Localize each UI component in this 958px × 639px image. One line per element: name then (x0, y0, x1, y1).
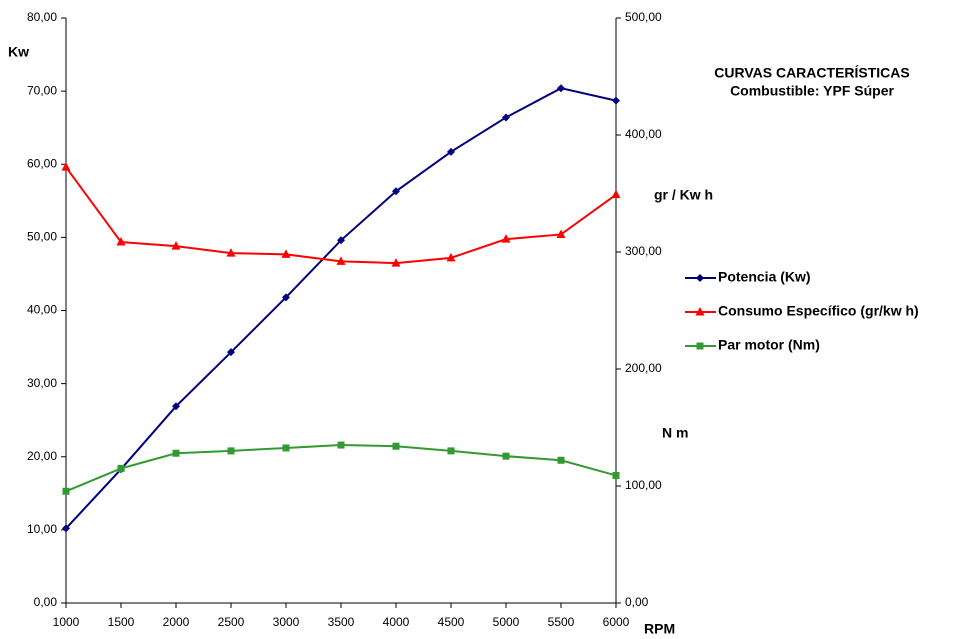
marker (556, 229, 566, 238)
marker (172, 402, 180, 411)
marker (612, 471, 620, 479)
x-tick-label: 5500 (548, 615, 575, 629)
x-tick-label: 1500 (108, 615, 135, 629)
marker (227, 447, 235, 455)
legend-label: Par motor (Nm) (718, 337, 820, 353)
y2-tick-label: 300,00 (625, 244, 662, 258)
marker (282, 293, 290, 302)
marker (117, 464, 125, 472)
marker (62, 487, 70, 495)
marker (612, 96, 620, 105)
x-tick-label: 3500 (328, 615, 355, 629)
marker (62, 524, 70, 533)
y-tick-label: 70,00 (27, 83, 57, 97)
marker (337, 236, 345, 245)
x-tick-label: 6000 (603, 615, 630, 629)
marker (391, 258, 401, 267)
marker (116, 237, 126, 246)
legend-marker (696, 274, 704, 282)
y-tick-label: 10,00 (27, 522, 57, 536)
marker (392, 442, 400, 450)
y-tick-label: 40,00 (27, 303, 57, 317)
chart-title: CURVAS CARACTERÍSTICAS (714, 65, 910, 81)
marker (227, 348, 235, 357)
y2-axis-label: gr / Kw h (654, 187, 713, 203)
marker (501, 234, 511, 243)
marker (61, 162, 71, 171)
y-tick-label: 80,00 (27, 10, 57, 24)
y-tick-label: 0,00 (34, 595, 58, 609)
x-tick-label: 5000 (493, 615, 520, 629)
y2-tick-label: 100,00 (625, 478, 662, 492)
y2-tick-label: 400,00 (625, 127, 662, 141)
x-tick-label: 2500 (218, 615, 245, 629)
x-tick-label: 4000 (383, 615, 410, 629)
marker (611, 189, 621, 199)
x-tick-label: 3000 (273, 615, 300, 629)
series-line (65, 444, 617, 493)
marker (502, 113, 510, 122)
marker (282, 444, 290, 452)
y2-tick-label: 0,00 (625, 595, 649, 609)
x-axis-label: RPM (644, 621, 675, 637)
marker (557, 84, 565, 93)
y-tick-label: 50,00 (27, 230, 57, 244)
y-tick-label: 20,00 (27, 449, 57, 463)
x-tick-label: 2000 (163, 615, 190, 629)
y-axis-label: Kw (8, 44, 29, 60)
series-line (65, 87, 617, 530)
y2-tick-label: 200,00 (625, 361, 662, 375)
legend-label: Consumo Específico (gr/kw h) (718, 303, 919, 319)
marker (281, 249, 291, 258)
marker (392, 187, 400, 196)
y2-tick-label: 500,00 (625, 10, 662, 24)
marker (447, 147, 455, 156)
legend-marker (696, 342, 704, 350)
marker (446, 252, 456, 262)
marker (172, 449, 180, 457)
marker (171, 241, 181, 250)
x-tick-label: 4500 (438, 615, 465, 629)
y-tick-label: 30,00 (27, 376, 57, 390)
marker (337, 441, 345, 449)
legend-label: Potencia (Kw) (718, 269, 811, 285)
legend-marker (695, 307, 705, 316)
marker (226, 248, 236, 257)
marker (557, 456, 565, 464)
marker (502, 452, 510, 460)
marker (336, 256, 346, 265)
chart-subtitle: Combustible: YPF Súper (730, 83, 894, 99)
y2-axis-label: N m (662, 425, 688, 441)
y-tick-label: 60,00 (27, 156, 57, 170)
marker (447, 447, 455, 455)
series-line (65, 166, 617, 265)
x-tick-label: 1000 (53, 615, 80, 629)
